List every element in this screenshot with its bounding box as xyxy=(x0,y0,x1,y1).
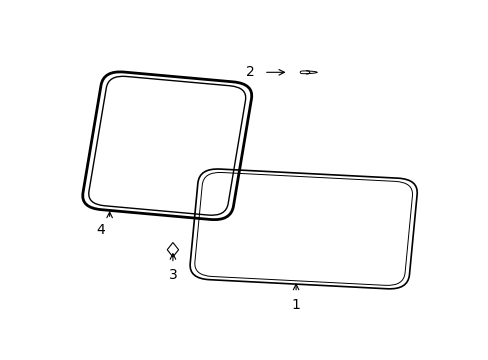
Text: 1: 1 xyxy=(291,298,300,312)
Text: 2: 2 xyxy=(246,65,254,79)
Text: 4: 4 xyxy=(96,223,105,237)
Text: 3: 3 xyxy=(168,268,177,282)
